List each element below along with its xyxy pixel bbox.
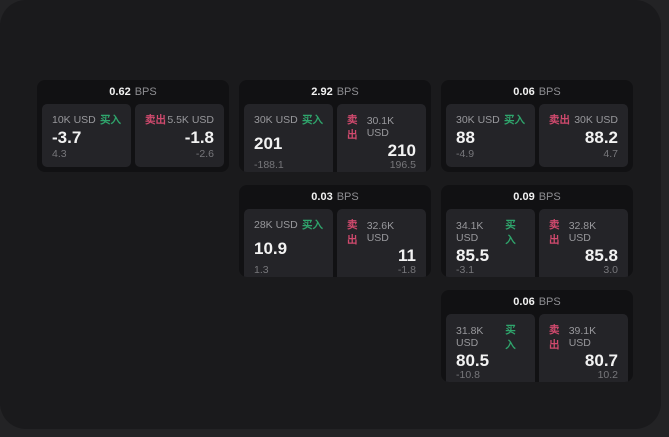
buy-amount: 30K USD (456, 113, 500, 126)
sell-side-label: 卖出 (549, 324, 560, 351)
sell-delta: -1.8 (397, 264, 416, 276)
sell-panel[interactable]: 卖出 5.5K USD -1.8 -2.6 (135, 104, 224, 167)
sell-amount: 39.1K USD (568, 325, 597, 349)
quote-panels: 34.1K USD 买入 85.5 -3.1 卖出 32.8K USD 85.8… (441, 209, 633, 277)
cards-grid: 0.62 BPS 10K USD 买入 -3.7 4.3 卖出 5.5K USD (37, 80, 633, 382)
bps-value: 0.03 (311, 191, 333, 203)
card-header: 2.92 BPS (239, 80, 431, 104)
buy-side-label: 买入 (505, 219, 516, 246)
buy-price: 201 (254, 133, 283, 153)
bps-unit-label: BPS (134, 86, 157, 98)
buy-price: 88 (456, 128, 475, 147)
buy-delta: 4.3 (52, 148, 67, 160)
sell-delta: 196.5 (389, 159, 416, 171)
card-header: 0.06 BPS (441, 80, 633, 104)
sell-panel[interactable]: 卖出 39.1K USD 80.7 10.2 (539, 314, 628, 382)
sell-side-label: 卖出 (347, 114, 358, 141)
sell-price: 11 (398, 246, 416, 265)
quote-panels: 10K USD 买入 -3.7 4.3 卖出 5.5K USD -1.8 -2.… (37, 104, 229, 172)
sell-panel[interactable]: 卖出 32.8K USD 85.8 3.0 (539, 209, 628, 277)
buy-delta: -10.8 (456, 369, 480, 381)
bps-unit-label: BPS (336, 191, 359, 203)
buy-panel[interactable]: 31.8K USD 买入 80.5 -10.8 (446, 314, 535, 382)
quote-card: 0.06 BPS 31.8K USD 买入 80.5 -10.8 卖出 39.1… (441, 290, 633, 382)
buy-price: 10.9 (254, 238, 288, 258)
bps-value: 2.92 (311, 86, 333, 98)
sell-price: 85.8 (584, 246, 618, 265)
buy-delta: -3.1 (456, 264, 475, 276)
sell-delta: -2.6 (195, 148, 214, 160)
buy-side-label: 买入 (302, 114, 323, 126)
sell-panel[interactable]: 卖出 30.1K USD 210 196.5 (337, 104, 426, 172)
sell-delta: 4.7 (603, 148, 618, 160)
bps-value: 0.62 (109, 86, 131, 98)
sell-side-label: 卖出 (145, 114, 166, 126)
buy-panel[interactable]: 30K USD 买入 201 -188.1 (244, 104, 333, 172)
quote-panels: 28K USD 买入 10.9 1.3 卖出 32.6K USD 11 -1.8 (239, 209, 431, 277)
sell-side-label: 卖出 (347, 219, 358, 246)
quote-panels: 30K USD 买入 201 -188.1 卖出 30.1K USD 210 1… (239, 104, 431, 172)
sell-amount: 32.6K USD (366, 220, 395, 244)
sell-price: -1.8 (184, 128, 214, 147)
buy-side-label: 买入 (302, 219, 323, 231)
sell-panel[interactable]: 卖出 30K USD 88.2 4.7 (539, 104, 628, 167)
buy-side-label: 买入 (505, 324, 516, 351)
buy-side-label: 买入 (100, 114, 121, 126)
buy-amount: 31.8K USD (456, 325, 484, 349)
sell-price: 80.7 (584, 351, 618, 370)
buy-delta: -188.1 (254, 159, 284, 171)
sell-amount: 32.8K USD (568, 220, 597, 244)
buy-side-label: 买入 (504, 114, 525, 126)
app-window: 0.62 BPS 10K USD 买入 -3.7 4.3 卖出 5.5K USD (37, 80, 633, 382)
sell-panel[interactable]: 卖出 32.6K USD 11 -1.8 (337, 209, 426, 277)
quote-panels: 31.8K USD 买入 80.5 -10.8 卖出 39.1K USD 80.… (441, 314, 633, 382)
sell-side-label: 卖出 (549, 219, 560, 246)
quote-card: 0.62 BPS 10K USD 买入 -3.7 4.3 卖出 5.5K USD (37, 80, 229, 172)
sell-delta: 3.0 (603, 264, 618, 276)
card-header: 0.09 BPS (441, 185, 633, 209)
buy-price: 85.5 (456, 246, 490, 265)
bps-value: 0.09 (513, 191, 535, 203)
bps-unit-label: BPS (538, 296, 561, 308)
quote-card: 2.92 BPS 30K USD 买入 201 -188.1 卖出 30.1K … (239, 80, 431, 172)
bps-unit-label: BPS (538, 191, 561, 203)
bps-unit-label: BPS (336, 86, 359, 98)
sell-price: 88.2 (584, 128, 618, 147)
quote-panels: 30K USD 买入 88 -4.9 卖出 30K USD 88.2 4.7 (441, 104, 633, 172)
sell-price: 210 (387, 141, 416, 160)
buy-price: 80.5 (456, 351, 490, 370)
buy-panel[interactable]: 28K USD 买入 10.9 1.3 (244, 209, 333, 277)
buy-amount: 10K USD (52, 113, 96, 126)
quote-card: 0.09 BPS 34.1K USD 买入 85.5 -3.1 卖出 32.8K… (441, 185, 633, 277)
buy-panel[interactable]: 10K USD 买入 -3.7 4.3 (42, 104, 131, 167)
bps-value: 0.06 (513, 296, 535, 308)
quote-card: 0.03 BPS 28K USD 买入 10.9 1.3 卖出 32.6K US… (239, 185, 431, 277)
sell-side-label: 卖出 (549, 114, 570, 126)
buy-price: -3.7 (52, 128, 82, 147)
card-header: 0.03 BPS (239, 185, 431, 209)
sell-amount: 5.5K USD (167, 113, 214, 126)
buy-amount: 28K USD (254, 218, 298, 231)
buy-amount: 34.1K USD (456, 220, 484, 244)
card-header: 0.62 BPS (37, 80, 229, 104)
sell-delta: 10.2 (597, 369, 618, 381)
quote-card: 0.06 BPS 30K USD 买入 88 -4.9 卖出 30K USD (441, 80, 633, 172)
buy-delta: -4.9 (456, 148, 475, 160)
buy-panel[interactable]: 30K USD 买入 88 -4.9 (446, 104, 535, 167)
sell-amount: 30.1K USD (366, 115, 395, 139)
sell-amount: 30K USD (574, 113, 618, 126)
card-header: 0.06 BPS (441, 290, 633, 314)
bps-unit-label: BPS (538, 86, 561, 98)
bps-value: 0.06 (513, 86, 535, 98)
buy-panel[interactable]: 34.1K USD 买入 85.5 -3.1 (446, 209, 535, 277)
buy-delta: 1.3 (254, 264, 269, 276)
buy-amount: 30K USD (254, 113, 298, 126)
